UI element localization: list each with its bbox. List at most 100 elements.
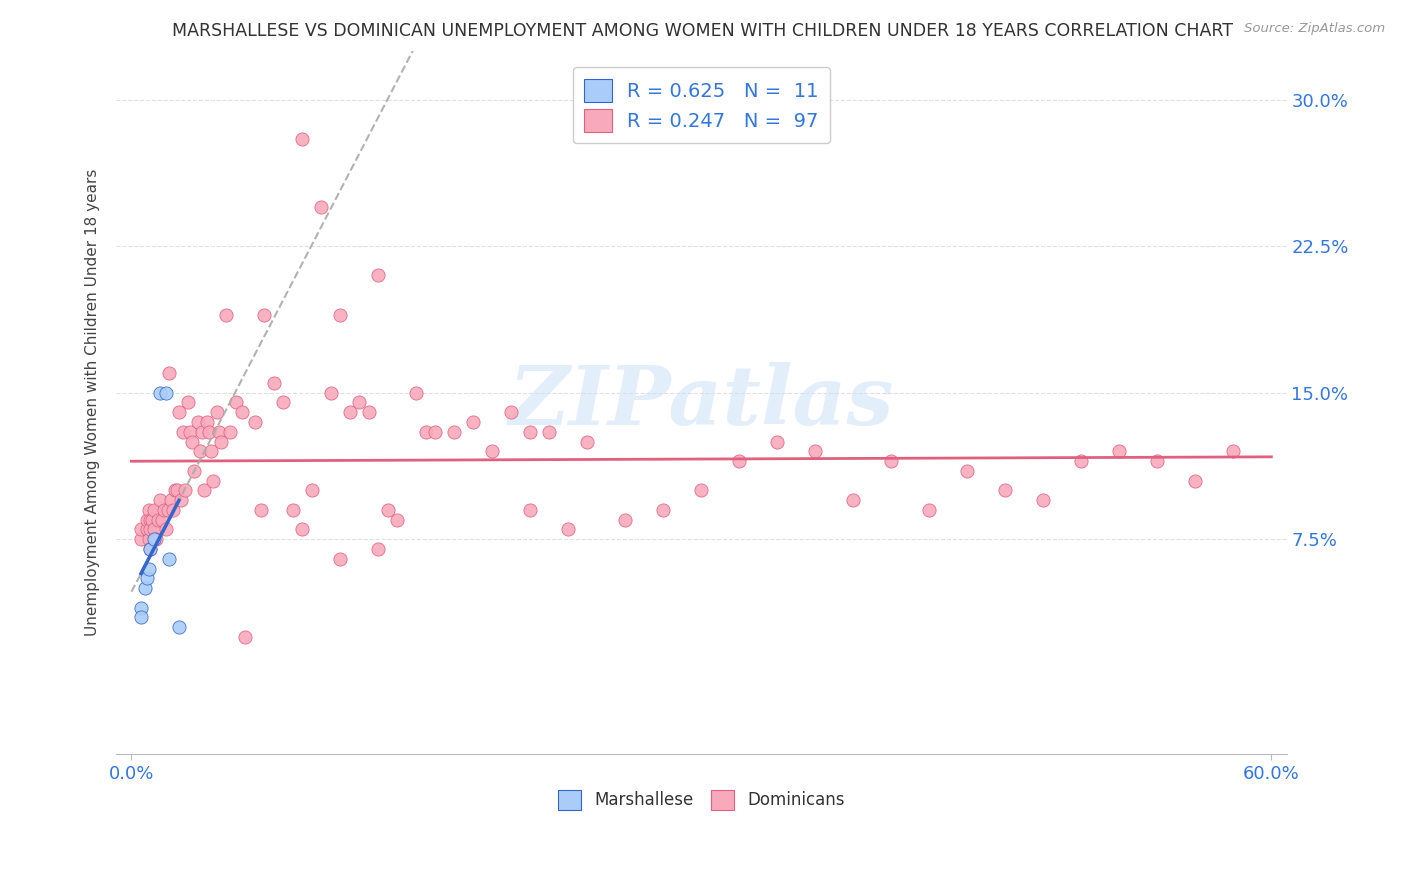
Point (263, 376, 285, 390)
Point (156, 503, 179, 517)
Point (159, 366, 181, 380)
Point (209, 434, 232, 449)
Point (243, 415, 266, 429)
Point (129, 600, 152, 615)
Point (172, 425, 194, 439)
Text: ZIPatlas: ZIPatlas (509, 362, 894, 442)
Point (538, 425, 561, 439)
Point (443, 425, 465, 439)
Point (519, 425, 541, 439)
Point (291, 131, 314, 145)
Point (956, 464, 979, 478)
Point (219, 425, 242, 439)
Y-axis label: Unemployment Among Women with Children Under 18 years: Unemployment Among Women with Children U… (86, 169, 100, 636)
Point (1032, 493, 1054, 508)
Point (463, 415, 485, 429)
Point (329, 308, 352, 322)
Point (135, 513, 157, 527)
Point (349, 395, 371, 409)
Point (377, 503, 399, 517)
Point (139, 513, 162, 527)
Point (135, 571, 157, 585)
Point (165, 483, 187, 498)
Point (129, 523, 152, 537)
Point (994, 483, 1017, 498)
Point (415, 425, 437, 439)
Point (183, 464, 205, 478)
Point (690, 483, 713, 498)
Point (166, 483, 188, 498)
Point (134, 581, 156, 595)
Point (1146, 454, 1168, 468)
Point (150, 513, 173, 527)
Point (191, 425, 214, 439)
Point (205, 405, 228, 419)
Point (138, 503, 160, 517)
Point (141, 513, 163, 527)
Point (208, 425, 231, 439)
Point (143, 533, 166, 547)
Point (291, 523, 314, 537)
Point (405, 385, 427, 400)
Point (1222, 444, 1244, 458)
Point (1108, 444, 1130, 458)
Point (145, 533, 167, 547)
Point (149, 385, 172, 400)
Point (152, 503, 174, 517)
Point (918, 503, 941, 517)
Point (425, 425, 447, 439)
Point (177, 395, 200, 409)
Point (766, 434, 789, 449)
Point (173, 483, 195, 498)
Point (159, 551, 181, 566)
Point (253, 308, 276, 322)
Point (215, 308, 238, 322)
Point (501, 405, 523, 419)
Point (149, 493, 172, 508)
Point (367, 541, 389, 556)
Point (311, 200, 333, 214)
Point (249, 503, 271, 517)
Point (139, 523, 162, 537)
Point (155, 385, 177, 400)
Legend: Marshallese, Dominicans: Marshallese, Dominicans (551, 784, 852, 816)
Text: Source: ZipAtlas.com: Source: ZipAtlas.com (1244, 22, 1385, 36)
Text: MARSHALLESE VS DOMINICAN UNEMPLOYMENT AMONG WOMEN WITH CHILDREN UNDER 18 YEARS C: MARSHALLESE VS DOMINICAN UNEMPLOYMENT AM… (173, 22, 1233, 40)
Point (135, 523, 157, 537)
Point (367, 268, 389, 283)
Point (652, 503, 675, 517)
Point (155, 523, 177, 537)
Point (387, 513, 409, 527)
Point (143, 523, 166, 537)
Point (162, 503, 184, 517)
Point (1070, 454, 1092, 468)
Point (557, 523, 579, 537)
Point (281, 503, 304, 517)
Point (181, 434, 204, 449)
Point (339, 405, 361, 419)
Point (167, 405, 190, 419)
Point (273, 395, 295, 409)
Point (197, 415, 219, 429)
Point (880, 454, 903, 468)
Point (481, 444, 503, 458)
Point (179, 425, 201, 439)
Point (225, 395, 247, 409)
Point (804, 444, 827, 458)
Point (200, 444, 222, 458)
Point (357, 405, 380, 419)
Point (728, 454, 751, 468)
Point (193, 483, 215, 498)
Point (329, 551, 352, 566)
Point (138, 561, 160, 575)
Point (231, 405, 253, 419)
Point (129, 610, 152, 624)
Point (188, 444, 211, 458)
Point (614, 513, 637, 527)
Point (1184, 474, 1206, 488)
Point (139, 541, 162, 556)
Point (198, 425, 221, 439)
Point (576, 434, 599, 449)
Point (143, 503, 166, 517)
Point (235, 630, 257, 644)
